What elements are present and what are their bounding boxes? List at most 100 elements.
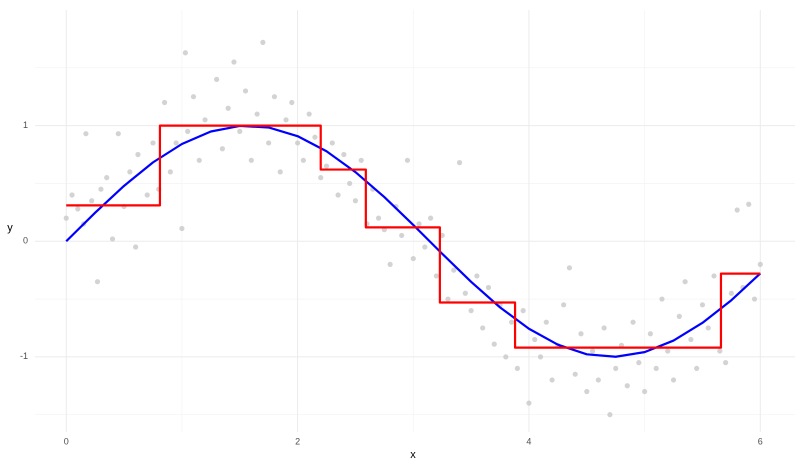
point: [75, 206, 81, 212]
x-tick-label: 6: [758, 436, 763, 446]
point: [757, 261, 763, 267]
x-axis-title: x: [410, 449, 416, 461]
point: [584, 388, 590, 395]
point: [711, 273, 717, 279]
y-tick-label: 1: [23, 120, 28, 130]
point: [728, 290, 734, 296]
point: [526, 400, 532, 406]
point: [607, 412, 613, 418]
point: [624, 383, 630, 389]
marks: [63, 39, 763, 418]
point: [676, 313, 682, 319]
point: [358, 157, 364, 163]
point: [352, 198, 359, 204]
point: [300, 157, 306, 163]
point: [127, 169, 133, 175]
point: [549, 377, 555, 383]
point: [653, 365, 659, 372]
point: [636, 360, 642, 366]
point: [69, 192, 75, 198]
point: [416, 221, 422, 227]
point: [323, 163, 330, 169]
point: [133, 244, 139, 250]
point: [289, 99, 295, 106]
point: [196, 157, 202, 163]
point: [688, 336, 694, 343]
point: [682, 279, 688, 285]
y-axis-title: y: [7, 222, 13, 234]
point: [341, 151, 347, 158]
point: [135, 151, 141, 158]
point: [537, 354, 544, 360]
point: [89, 198, 95, 204]
point: [83, 131, 89, 137]
point: [179, 225, 185, 232]
line: [65, 124, 762, 358]
point: [699, 302, 706, 308]
point: [751, 296, 758, 302]
point: [219, 146, 225, 152]
y-tick-label: 0: [23, 236, 28, 246]
point: [428, 215, 434, 221]
point: [485, 284, 492, 291]
point: [104, 175, 110, 181]
point: [647, 331, 654, 337]
point: [312, 134, 318, 140]
point: [202, 117, 208, 123]
point: [144, 192, 150, 198]
point: [665, 348, 671, 354]
point: [613, 365, 619, 372]
point: [508, 319, 515, 325]
point: [642, 388, 648, 395]
point: [462, 290, 468, 296]
point: [167, 169, 173, 175]
point: [404, 157, 411, 163]
point: [717, 348, 723, 354]
point: [63, 215, 69, 221]
point: [98, 186, 104, 192]
point: [659, 296, 665, 302]
y-tick-label: -1: [20, 351, 28, 361]
point: [589, 348, 596, 354]
point: [387, 261, 393, 267]
x-tick-label: 0: [64, 436, 69, 446]
point: [329, 140, 335, 146]
x-tick-label: 4: [526, 436, 531, 446]
point: [182, 50, 188, 56]
point: [277, 169, 283, 175]
point: [670, 377, 677, 383]
point: [503, 354, 509, 360]
point: [161, 99, 168, 106]
point: [572, 371, 578, 377]
point: [399, 232, 405, 239]
point: [94, 279, 101, 285]
point: [694, 365, 700, 372]
point: [456, 160, 463, 166]
point: [254, 111, 260, 117]
point: [248, 157, 254, 163]
point: [190, 94, 197, 100]
grid: [35, 10, 795, 432]
point: [294, 140, 301, 146]
point: [433, 273, 440, 279]
point: [601, 325, 607, 331]
point: [237, 128, 243, 134]
point: [630, 319, 636, 325]
point: [734, 207, 740, 213]
point: [445, 296, 451, 302]
point: [410, 255, 416, 262]
line: [66, 124, 761, 349]
point: [474, 273, 480, 279]
point: [231, 59, 237, 65]
point: [266, 140, 272, 146]
point: [543, 319, 549, 325]
point: [451, 267, 457, 273]
point: [185, 128, 191, 134]
point: [242, 88, 249, 94]
point: [115, 131, 121, 137]
point: [375, 215, 382, 221]
point: [532, 336, 538, 343]
point: [173, 140, 179, 146]
point: [335, 192, 341, 198]
